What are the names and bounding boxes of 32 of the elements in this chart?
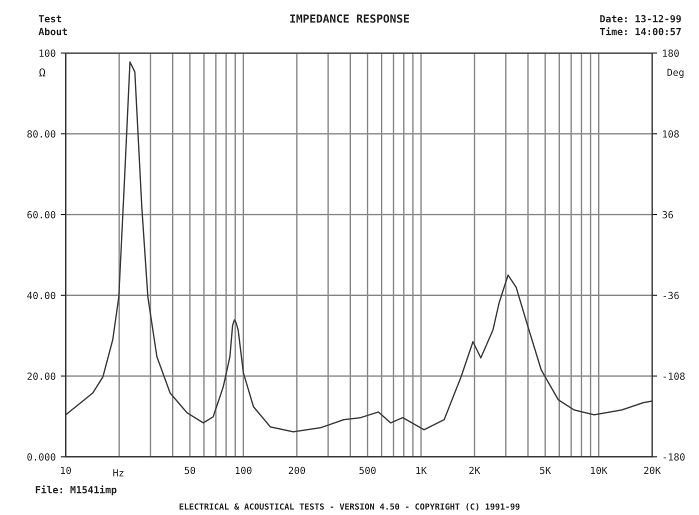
y-tick-label: 20.00 xyxy=(27,372,56,380)
y2-tick-label: -36 xyxy=(664,292,679,300)
y-tick-label: 0.000 xyxy=(27,453,56,461)
x-tick-label: 200 xyxy=(288,466,305,474)
y2-tick-label: -180 xyxy=(664,453,685,461)
y2-tick-label: -108 xyxy=(664,372,685,380)
chart-title: IMPEDANCE RESPONSE xyxy=(290,14,409,23)
y-axis-title: Ω xyxy=(39,68,46,76)
text: Test xyxy=(38,15,62,22)
y2-tick-label: 180 xyxy=(663,50,679,57)
y2-tick-label: 108 xyxy=(663,130,679,138)
x-axis-title: Hz xyxy=(113,469,124,476)
x-tick-label: 2K xyxy=(469,466,480,474)
x-tick-label: 5K xyxy=(540,466,552,474)
y-tick-label: 80.00 xyxy=(27,130,56,138)
text: About xyxy=(38,28,67,36)
x-tick-label: 100 xyxy=(236,466,252,474)
x-tick-label: 1K xyxy=(416,466,427,474)
y-tick-label: 40.00 xyxy=(27,292,56,300)
x-tick-label: 10 xyxy=(61,466,71,474)
text: Date: 13-12-99 xyxy=(600,15,681,22)
y-tick-label: 60.00 xyxy=(27,211,56,218)
x-tick-label: 500 xyxy=(359,466,376,474)
x-tick-label: 10K xyxy=(591,466,608,474)
text: File: M1541imp xyxy=(36,485,116,496)
text: Time: 14:00:57 xyxy=(600,27,681,36)
y2-tick-label: 36 xyxy=(662,211,673,218)
y2-axis-title: Deg xyxy=(667,68,684,78)
x-tick-label: 20K xyxy=(644,466,661,474)
y-tick-label: 100 xyxy=(40,50,56,57)
x-tick-label: 50 xyxy=(184,466,196,474)
text: ELECTRICAL & ACOUSTICAL TESTS - VERSION 4.50 - COPYRIGHT (C) 1991-99 xyxy=(180,503,520,511)
